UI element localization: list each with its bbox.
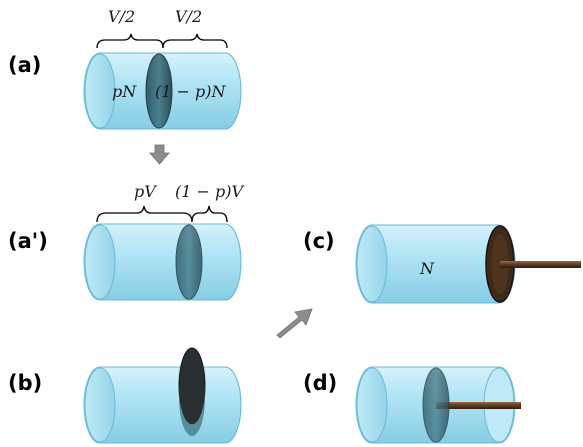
cylinder-aprime (83, 223, 242, 301)
rod-c (500, 261, 581, 268)
gas-label-right-a: (1 − p)N (155, 82, 226, 101)
partition-a (145, 53, 173, 129)
gas-label-c: N (419, 259, 435, 278)
panel-label-c: (c) (303, 229, 335, 253)
brace-aprime-left-label: pV (134, 182, 157, 201)
brace-a-left-label: V/2 (108, 7, 135, 26)
partition-b-lifted (178, 347, 206, 436)
rod-d (436, 402, 521, 409)
brace-aprime-right-label: (1 − p)V (175, 182, 244, 201)
partition-aprime (175, 224, 203, 300)
cylinder-b (83, 366, 242, 444)
brace-aprime-right (191, 205, 228, 223)
piston-d (422, 367, 450, 443)
down-arrow-icon (149, 144, 170, 165)
panel-label-a: (a) (8, 53, 41, 77)
panel-label-aprime: (a') (8, 229, 48, 253)
brace-aprime-left (96, 205, 193, 223)
brace-a-right (162, 33, 228, 49)
brace-a-right-label: V/2 (175, 7, 202, 26)
diagonal-arrow-icon (276, 308, 313, 339)
cylinder-a (83, 52, 242, 130)
cylinder-c (355, 224, 516, 304)
gas-label-left-a: pN (112, 82, 137, 101)
panel-label-b: (b) (8, 371, 42, 395)
panel-label-d: (d) (303, 371, 337, 395)
brace-a-left (96, 33, 164, 49)
